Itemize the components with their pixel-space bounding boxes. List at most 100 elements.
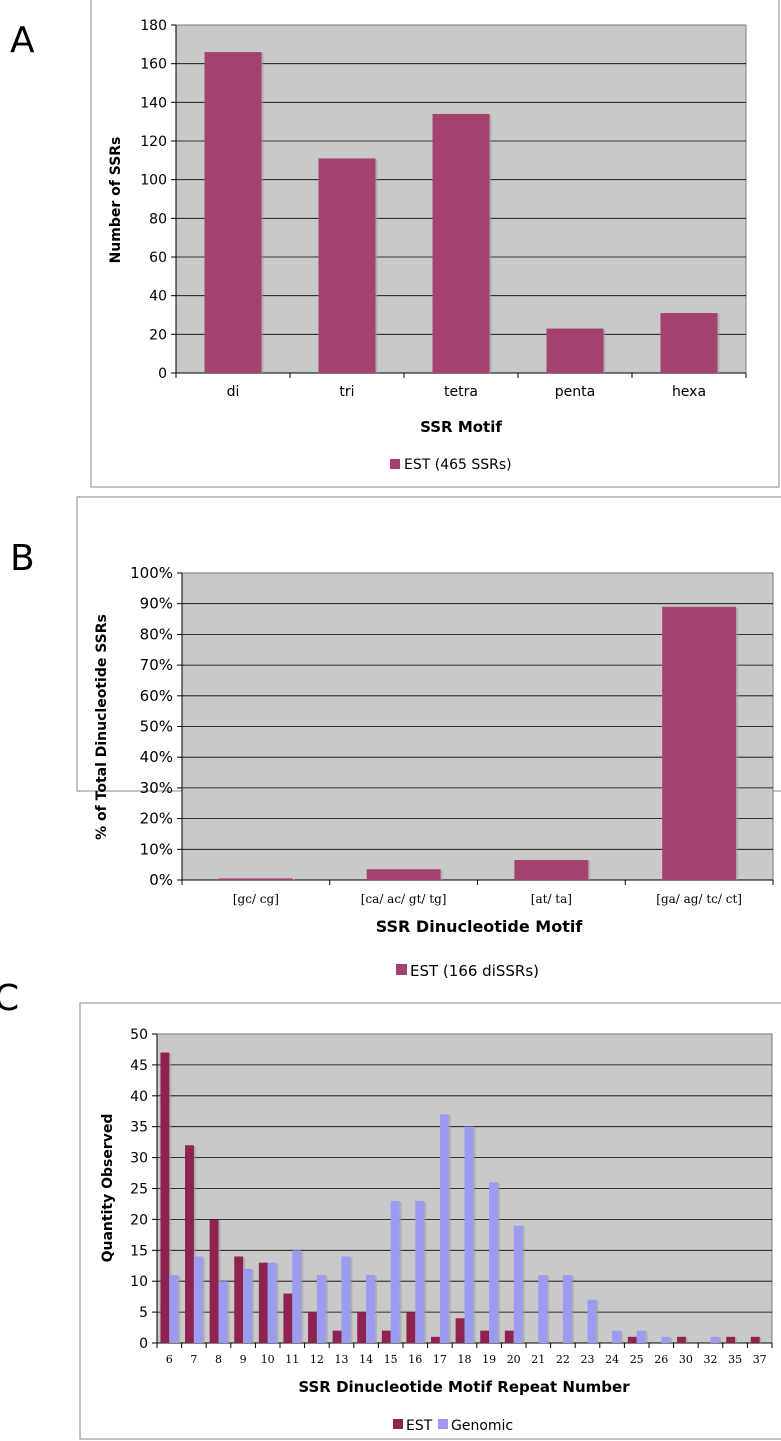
chart-a-xtick-label: penta [555, 384, 595, 400]
chart-a-ytick-label: 60 [149, 250, 167, 266]
chart-c-ytick-label: 10 [130, 1274, 148, 1290]
chart-b-xlabel: SSR Dinucleotide Motif [376, 917, 584, 936]
chart-c-legend-label-est: EST [406, 1418, 433, 1434]
chart-c-bar-est [258, 1262, 268, 1343]
chart-c-bar-genomic [710, 1336, 720, 1343]
chart-c-bar-genomic [169, 1275, 179, 1343]
chart-a-bar-est [318, 158, 376, 373]
chart-a-ytick-label: 180 [140, 18, 167, 34]
chart-a-ytick-label: 20 [149, 327, 167, 343]
chart-b-ytick-label: 80% [140, 625, 173, 643]
chart-a-xtick-label: hexa [672, 384, 706, 400]
chart-c-xtick-label: 8 [215, 1353, 222, 1366]
chart-c-bar-est [504, 1330, 514, 1343]
chart-a-ytick-label: 0 [158, 366, 167, 382]
chart-c-legend-label-genomic: Genomic [451, 1418, 513, 1434]
chart-c-bar-est [332, 1330, 342, 1343]
chart-a-bar-est [546, 328, 604, 373]
chart-c-xtick-label: 14 [359, 1353, 373, 1366]
chart-b-xtick-label: [ca/ ac/ gt/ tg] [361, 892, 447, 906]
chart-c-bar-est [234, 1256, 244, 1343]
chart-c-ylabel: Quantity Observed [100, 1114, 116, 1263]
chart-c-bar-genomic [587, 1299, 597, 1343]
chart-c-xtick-label: 26 [654, 1353, 668, 1366]
chart-c-bar-est [455, 1318, 465, 1343]
chart-c-xtick-label: 22 [556, 1353, 570, 1366]
chart-a-bar-est [432, 113, 490, 373]
chart-a-ylabel: Number of SSRs [108, 137, 124, 264]
chart-c-xtick-label: 30 [679, 1353, 693, 1366]
chart-c-xtick-label: 32 [704, 1353, 718, 1366]
chart-c-xtick-label: 37 [753, 1353, 767, 1366]
chart-c-bar-est [381, 1330, 391, 1343]
chart-c-ytick-label: 25 [130, 1182, 148, 1198]
chart-c-xtick-label: 35 [728, 1353, 742, 1366]
chart-c-bar-genomic [292, 1250, 302, 1343]
chart-b-xtick-label: [ga/ ag/ tc/ ct] [656, 892, 742, 906]
chart-c-bar-est [160, 1052, 170, 1343]
chart-c-bar-est [283, 1293, 293, 1343]
chart-b: 0% 10% 20% 30% 40% 50% 60% 70% 80% 90% 100% [gc/ c… [94, 564, 774, 980]
chart-c-xtick-label: 7 [190, 1353, 197, 1366]
chart-b-ytick-label: 40% [140, 748, 173, 766]
chart-c-bar-genomic [267, 1262, 277, 1343]
chart-a-legend-label: EST (465 SSRs) [404, 457, 512, 473]
chart-c-xtick-label: 25 [630, 1353, 644, 1366]
chart-c-bar-est [480, 1330, 490, 1343]
chart-b-bar-est [514, 860, 589, 880]
chart-b-bar-est [366, 869, 441, 880]
chart-c-bar-genomic [661, 1336, 671, 1343]
chart-c-bar-genomic [612, 1330, 621, 1343]
chart-a-ytick-label: 80 [149, 211, 167, 227]
chart-c-ytick-label: 0 [139, 1336, 148, 1352]
chart-c-legend-swatch-est [393, 1419, 403, 1429]
chart-c-xtick-label: 20 [507, 1353, 521, 1366]
chart-c-xlabel: SSR Dinucleotide Motif Repeat Number [298, 1378, 630, 1396]
chart-a-bar-est [204, 52, 262, 374]
chart-c-xtick-label: 12 [310, 1353, 324, 1366]
chart-c-xtick-label: 11 [285, 1353, 299, 1366]
chart-c-ytick-label: 20 [130, 1212, 148, 1228]
chart-c-bar-genomic [341, 1256, 351, 1343]
chart-a-legend-swatch [390, 459, 400, 469]
chart-c-bar-est [726, 1336, 736, 1343]
panel-letter-a: A [10, 20, 35, 61]
chart-b-ytick-label: 60% [140, 687, 173, 705]
chart-c: 0 5 10 15 20 25 30 35 40 45 50 6 7 8 9 10 11 12 13 14 15 16 1… [100, 1027, 773, 1434]
chart-c-xtick-label: 24 [605, 1353, 619, 1366]
chart-c-bar-est [209, 1219, 219, 1343]
chart-a-ytick-label: 140 [140, 95, 167, 111]
chart-c-xtick-label: 21 [531, 1353, 545, 1366]
chart-b-ytick-label: 50% [140, 718, 173, 736]
chart-b-legend-label: EST (166 diSSRs) [410, 962, 539, 980]
chart-a-ytick-label: 100 [140, 173, 167, 189]
chart-c-ytick-label: 30 [130, 1151, 148, 1167]
chart-a-xlabel: SSR Motif [420, 418, 502, 436]
chart-c-legend-swatch-genomic [438, 1419, 448, 1429]
chart-b-ytick-label: 10% [140, 840, 173, 858]
chart-b-xtick-label: [at/ ta] [531, 892, 572, 906]
chart-b-xtick-label: [gc/ cg] [233, 892, 279, 906]
chart-c-bar-genomic [636, 1330, 646, 1343]
chart-a-ytick-label: 160 [140, 57, 167, 73]
chart-a: 0 20 40 60 80 100 120 140 160 180 di tri tetra penta… [108, 18, 747, 473]
chart-c-bar-est [677, 1336, 686, 1343]
chart-c-xtick-label: 16 [408, 1353, 422, 1366]
chart-c-bar-genomic [489, 1182, 498, 1343]
chart-a-ytick-label: 40 [149, 289, 167, 305]
chart-c-bar-genomic [538, 1275, 548, 1343]
chart-c-bar-est [431, 1336, 440, 1343]
chart-c-bar-genomic [390, 1200, 400, 1343]
chart-b-ytick-label: 70% [140, 656, 173, 674]
chart-c-xtick-label: 6 [166, 1353, 173, 1366]
chart-c-xtick-label: 13 [335, 1353, 349, 1366]
chart-b-ytick-label: 100% [130, 564, 173, 582]
chart-b-bar-est [218, 878, 293, 880]
chart-c-ytick-label: 40 [130, 1089, 148, 1105]
chart-a-xtick-label: tetra [444, 384, 478, 400]
chart-c-bar-genomic [415, 1200, 425, 1343]
chart-c-xtick-label: 18 [458, 1353, 472, 1366]
chart-b-ytick-label: 0% [149, 871, 173, 889]
chart-a-ytick-label: 120 [140, 134, 167, 150]
chart-c-ytick-label: 35 [130, 1120, 148, 1136]
